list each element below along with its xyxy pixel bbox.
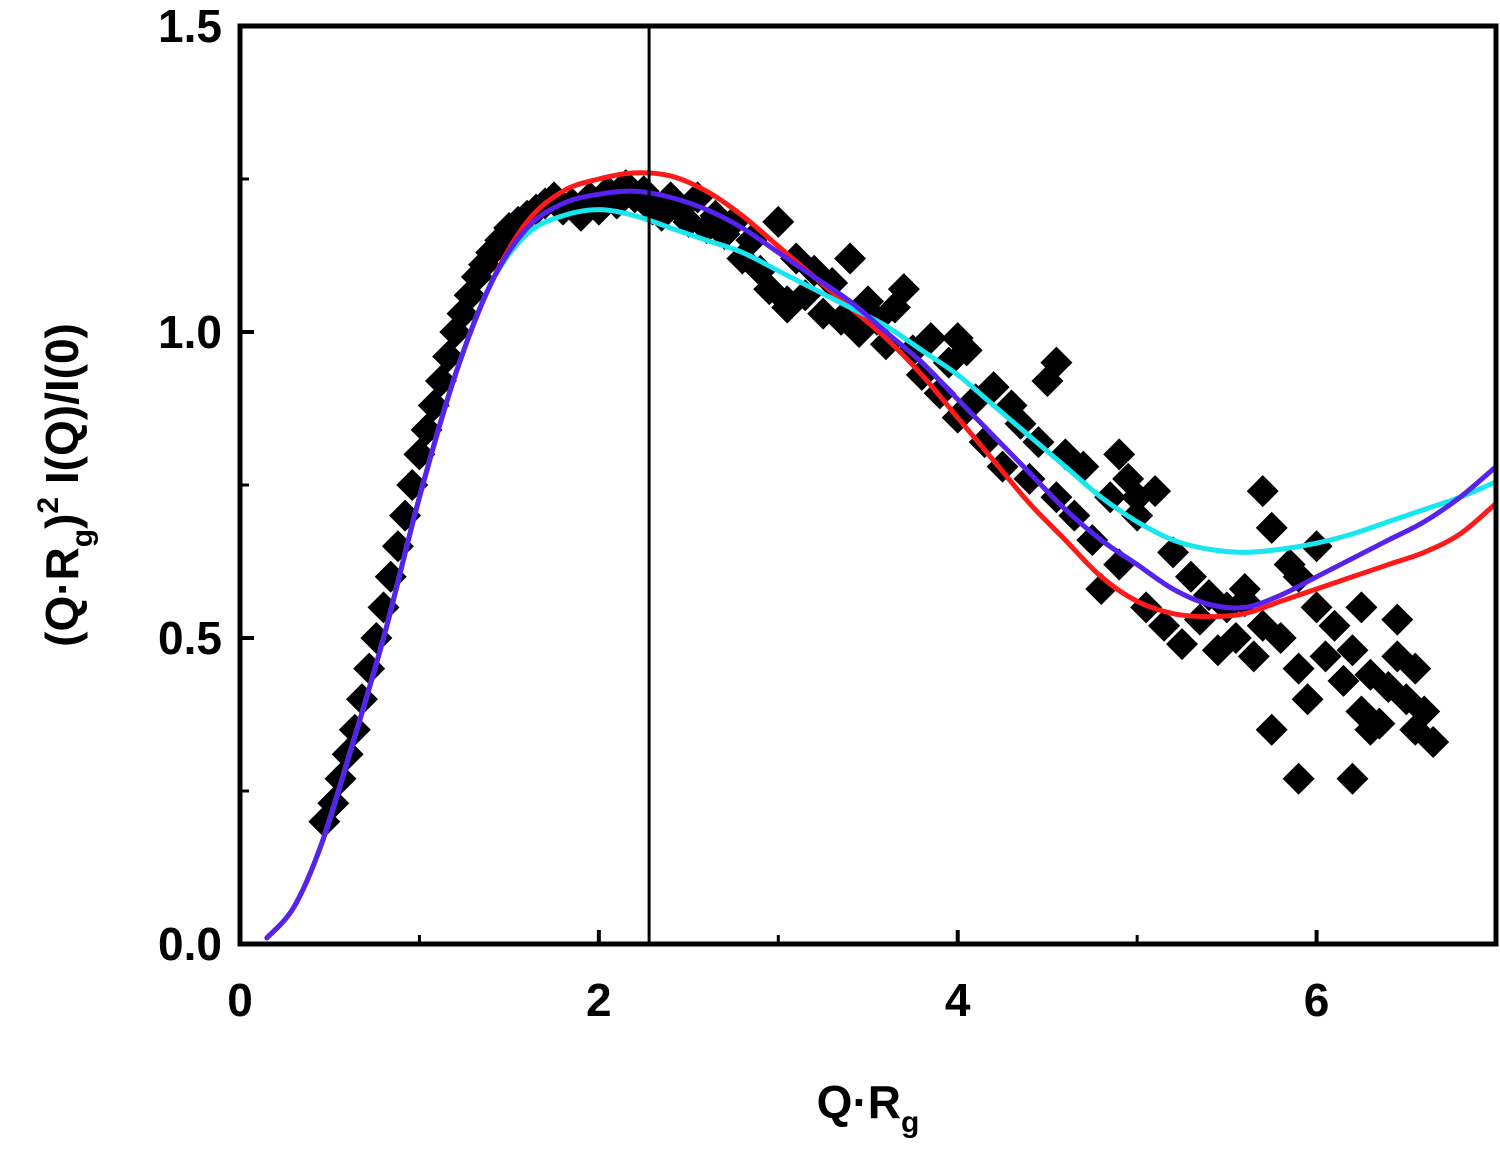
data-point	[1408, 695, 1441, 728]
data-point	[1300, 530, 1333, 563]
data-point	[1246, 475, 1279, 508]
data-point	[1183, 603, 1216, 636]
data-point	[1291, 683, 1324, 716]
data-point	[816, 267, 849, 300]
data-point	[1094, 481, 1127, 514]
data-point	[432, 340, 465, 373]
data-point	[1264, 622, 1297, 654]
data-point	[1004, 407, 1037, 440]
data-point	[1174, 560, 1207, 593]
data-point	[762, 205, 795, 238]
data-point	[1318, 609, 1351, 642]
data-point	[887, 273, 920, 306]
x-tick-label: 0	[227, 974, 253, 1026]
data-point	[1255, 511, 1288, 544]
axis-ticks	[238, 24, 1319, 946]
data-point	[1345, 591, 1378, 624]
data-point	[1013, 462, 1046, 495]
data-point	[1327, 664, 1360, 697]
fit-curve-blue	[264, 188, 1496, 941]
x-axis-title: Q·Rg	[817, 1076, 920, 1139]
data-point	[771, 285, 804, 318]
data-point	[1255, 713, 1288, 746]
data-point	[1300, 591, 1333, 624]
data-point	[1076, 524, 1109, 557]
data-point	[1166, 628, 1198, 661]
x-tick-label: 4	[945, 974, 971, 1026]
data-point	[1399, 652, 1432, 685]
y-tick-label: 0.0	[158, 918, 222, 970]
y-axis-title: (Q·Rg)2 I(Q)/I(0)	[32, 323, 99, 647]
fit-curves	[264, 170, 1496, 941]
data-point	[1417, 726, 1450, 759]
data-point	[834, 242, 867, 275]
data-point	[1282, 652, 1315, 685]
data-point	[1354, 713, 1387, 746]
data-point	[1309, 640, 1342, 673]
data-point	[1121, 481, 1154, 514]
data-point	[484, 224, 517, 257]
data-point	[1336, 762, 1369, 795]
plot-frame	[237, 23, 1499, 947]
data-point	[1282, 762, 1315, 795]
x-tick-label: 2	[586, 974, 612, 1026]
data-point	[1381, 603, 1414, 636]
y-tick-label: 1.0	[158, 306, 222, 358]
y-tick-label: 0.5	[158, 612, 222, 664]
data-point	[1148, 609, 1181, 642]
data-point	[1040, 346, 1073, 379]
data-point	[914, 322, 947, 355]
data-point	[1103, 438, 1136, 471]
plot-area	[308, 169, 1450, 838]
data-point	[941, 322, 974, 355]
y-tick-label: 1.5	[158, 0, 222, 52]
data-point	[1219, 622, 1252, 654]
x-tick-label: 6	[1304, 974, 1330, 1026]
data-point	[977, 371, 1010, 404]
data-point	[1336, 634, 1369, 667]
data-point	[1237, 640, 1270, 673]
axis-tick-labels: 0 2 4 6 0.0 0.5 1.0 1.5	[158, 0, 1329, 1026]
